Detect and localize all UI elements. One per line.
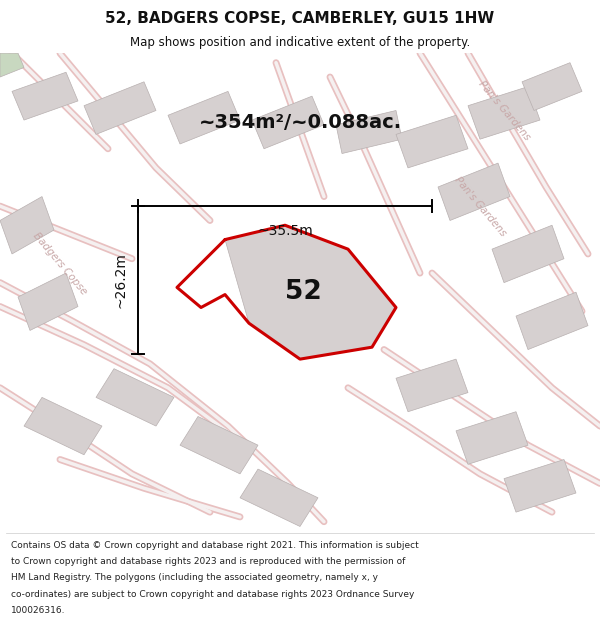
Polygon shape <box>225 225 396 359</box>
Polygon shape <box>168 91 240 144</box>
Text: co-ordinates) are subject to Crown copyright and database rights 2023 Ordnance S: co-ordinates) are subject to Crown copyr… <box>11 590 414 599</box>
Polygon shape <box>438 163 510 221</box>
Text: ~26.2m: ~26.2m <box>113 253 127 308</box>
Polygon shape <box>516 292 588 349</box>
Polygon shape <box>492 225 564 282</box>
Polygon shape <box>456 412 528 464</box>
Polygon shape <box>12 72 78 120</box>
Text: Badgers Copse: Badgers Copse <box>31 231 89 297</box>
Polygon shape <box>522 62 582 111</box>
Polygon shape <box>84 82 156 134</box>
Polygon shape <box>24 398 102 455</box>
Polygon shape <box>240 469 318 526</box>
Polygon shape <box>18 273 78 331</box>
Text: ~35.5m: ~35.5m <box>257 224 313 238</box>
Polygon shape <box>0 196 54 254</box>
Polygon shape <box>396 359 468 412</box>
Text: Pan's Gardens: Pan's Gardens <box>452 174 508 238</box>
Text: ~354m²/~0.088ac.: ~354m²/~0.088ac. <box>199 113 401 132</box>
Text: 52: 52 <box>284 279 322 305</box>
Text: Pan's Gardens: Pan's Gardens <box>476 79 532 142</box>
Polygon shape <box>252 96 324 149</box>
Text: to Crown copyright and database rights 2023 and is reproduced with the permissio: to Crown copyright and database rights 2… <box>11 557 405 566</box>
Polygon shape <box>96 369 174 426</box>
Text: 52, BADGERS COPSE, CAMBERLEY, GU15 1HW: 52, BADGERS COPSE, CAMBERLEY, GU15 1HW <box>106 11 494 26</box>
Polygon shape <box>504 459 576 512</box>
Text: Contains OS data © Crown copyright and database right 2021. This information is : Contains OS data © Crown copyright and d… <box>11 541 419 549</box>
Text: HM Land Registry. The polygons (including the associated geometry, namely x, y: HM Land Registry. The polygons (includin… <box>11 574 378 582</box>
Polygon shape <box>0 53 24 77</box>
Text: Map shows position and indicative extent of the property.: Map shows position and indicative extent… <box>130 36 470 49</box>
Polygon shape <box>180 416 258 474</box>
Text: 100026316.: 100026316. <box>11 606 65 615</box>
Polygon shape <box>468 87 540 139</box>
Polygon shape <box>396 115 468 168</box>
Polygon shape <box>336 111 402 154</box>
